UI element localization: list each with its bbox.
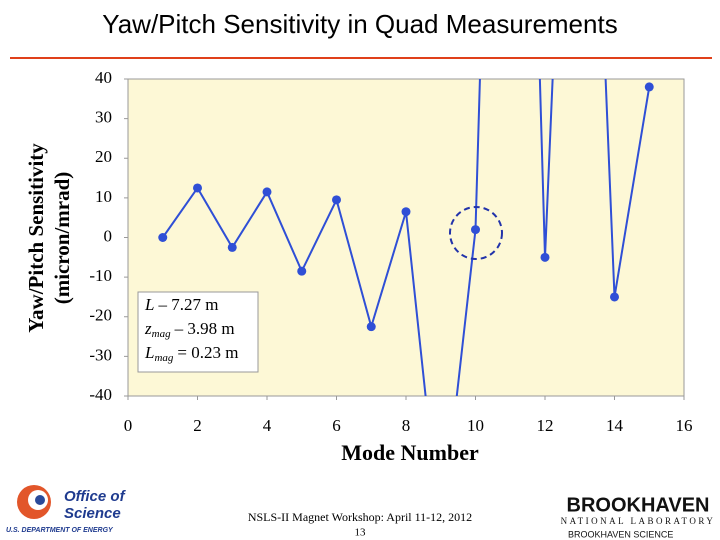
inset-sub: mag — [152, 328, 171, 340]
y-tick-label: 40 — [95, 68, 112, 87]
inset-line: Lmag = 0.23 m — [144, 343, 238, 364]
y-tick-label: -20 — [89, 306, 112, 325]
x-tick-label: 8 — [402, 416, 411, 435]
inset-rest: = 0.23 m — [177, 343, 238, 362]
inset-symbol: L — [144, 295, 154, 314]
y-tick-label: -10 — [89, 266, 112, 285]
y-tick-label: 30 — [95, 108, 112, 127]
inset-symbol: L — [144, 343, 154, 362]
y-tick-label: 0 — [104, 226, 113, 245]
bnl-name: BROOKHAVEN — [567, 494, 710, 516]
data-point — [540, 252, 550, 262]
data-point — [471, 225, 480, 235]
x-tick-label: 12 — [537, 416, 554, 435]
data-point — [401, 207, 411, 217]
footer-event: NSLS-II Magnet Workshop: April 11-12, 20… — [248, 510, 472, 524]
inset-sub: mag — [154, 352, 173, 364]
y-tick-label: 20 — [95, 147, 112, 166]
inset-line: zmag – 3.98 m — [144, 319, 235, 340]
x-tick-label: 6 — [332, 416, 341, 435]
data-point — [610, 292, 619, 302]
x-tick-label: 10 — [467, 416, 484, 435]
logo-text: Office of — [64, 488, 127, 505]
inset-rest: – 7.27 m — [157, 295, 218, 314]
y-axis-label: (micron/mrad) — [50, 172, 74, 305]
logo-swirl — [35, 495, 45, 505]
y-tick-label: -40 — [89, 385, 112, 404]
x-tick-label: 14 — [606, 416, 624, 435]
inset-box — [137, 291, 259, 373]
x-axis-label: Mode Number — [341, 440, 479, 465]
x-tick-label: 2 — [193, 416, 202, 435]
slide-title: Yaw/Pitch Sensitivity in Quad Measuremen… — [102, 9, 617, 39]
page-number: 13 — [355, 527, 367, 539]
y-axis-label: Yaw/Pitch Sensitivity — [24, 143, 48, 333]
inset-symbol: z — [144, 319, 152, 338]
inset-line: L – 7.27 m — [144, 295, 218, 314]
bnl-sub: NATIONAL LABORATORY — [561, 516, 716, 526]
y-tick-label: -30 — [89, 345, 112, 364]
x-tick-label: 0 — [124, 416, 133, 435]
data-point — [436, 534, 445, 540]
data-point — [366, 322, 376, 332]
data-point — [158, 233, 168, 242]
data-point — [227, 242, 237, 252]
data-point — [193, 183, 202, 193]
logo-text: Science — [64, 505, 121, 522]
data-point — [332, 195, 341, 205]
data-point — [262, 187, 272, 197]
bnl-assoc: BROOKHAVEN SCIENCE — [568, 529, 673, 539]
plot-series — [158, 79, 654, 540]
doe-logo: Office of Science U.S. DEPARTMENT OF ENE… — [6, 485, 127, 534]
y-tick-label: 10 — [95, 187, 112, 206]
data-point — [644, 82, 654, 92]
data-point — [297, 266, 307, 276]
x-tick-label: 16 — [676, 416, 693, 435]
inset-rest: – 3.98 m — [174, 319, 235, 338]
highlight-circle — [449, 206, 503, 260]
x-tick-label: 4 — [263, 416, 272, 435]
logo-text: U.S. DEPARTMENT OF ENERGY — [6, 527, 114, 534]
